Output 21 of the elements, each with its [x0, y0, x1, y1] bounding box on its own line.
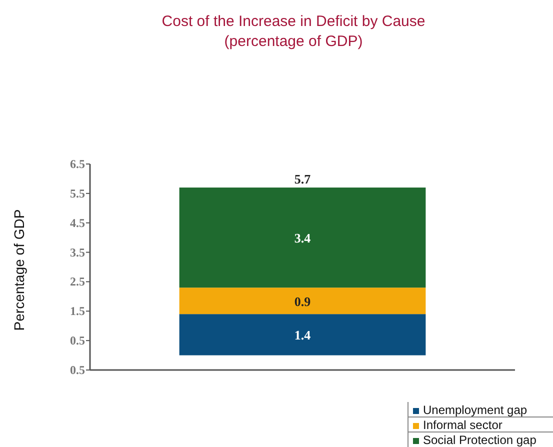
- data-label: 0.9: [294, 294, 312, 309]
- y-tick-label: 1.5: [70, 304, 85, 318]
- y-tick-label: 0.5: [70, 334, 85, 348]
- y-tick-label: 6.5: [70, 157, 85, 171]
- y-tick-label: 3.5: [70, 245, 85, 260]
- y-axis-title: Percentage of GDP: [11, 209, 27, 331]
- bar: [179, 188, 426, 288]
- y-tick-label: 0.5: [70, 363, 85, 377]
- legend-label: Social Protection gap: [423, 433, 537, 447]
- bar: [179, 314, 426, 356]
- chart-subtitle: (percentage of GDP): [224, 33, 363, 50]
- chart-title: Cost of the Increase in Deficit by Cause: [162, 13, 426, 30]
- data-label: 1.4: [294, 328, 312, 343]
- y-tick-label: 2.5: [70, 274, 85, 289]
- total-label: 5.7: [294, 172, 312, 187]
- y-tick-label: 4.5: [70, 216, 85, 230]
- legend-label: Informal sector: [423, 418, 502, 432]
- y-tick-label: 5.5: [70, 186, 85, 200]
- bar: [179, 288, 426, 314]
- data-label: 3.4: [294, 230, 312, 246]
- legend-label: Unemployment gap: [423, 403, 528, 417]
